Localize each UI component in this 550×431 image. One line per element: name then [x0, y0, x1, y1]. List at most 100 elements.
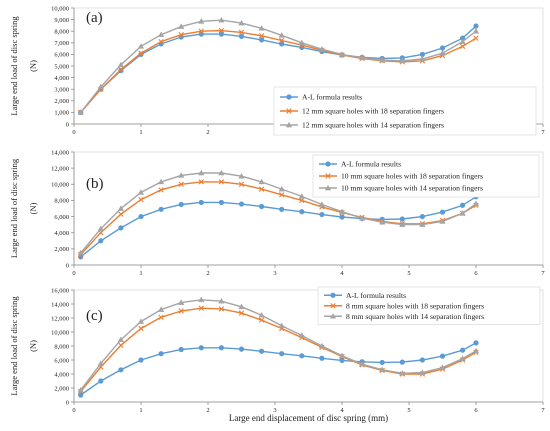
data-point: [138, 213, 144, 220]
data-point: [379, 359, 385, 366]
data-point: [238, 173, 245, 179]
legend-marker: [330, 292, 336, 298]
data-point: [399, 370, 406, 376]
data-point: [118, 68, 124, 74]
x-tick-label: 2: [206, 129, 209, 136]
legend-marker: [286, 108, 292, 114]
x-tick-label: 3: [273, 270, 276, 277]
y-tick-label: 0: [66, 399, 69, 406]
data-point: [473, 23, 479, 29]
data-point: [419, 213, 426, 220]
legend-marker: [325, 161, 331, 167]
y-axis-unit: (N): [28, 60, 38, 72]
data-point: [218, 16, 225, 23]
data-point: [439, 364, 446, 370]
data-point: [258, 186, 265, 192]
data-point: [238, 29, 245, 36]
legend-marker: [324, 184, 332, 191]
series-3: [77, 16, 480, 115]
y-tick-label: 3,000: [54, 87, 69, 94]
data-point: [473, 340, 479, 346]
series-1: [78, 194, 479, 260]
data-point: [198, 296, 205, 303]
data-point: [399, 216, 405, 222]
data-point: [258, 25, 265, 31]
legend-box: [317, 286, 541, 325]
data-point: [178, 172, 185, 178]
y-axis-label: Large end load of disc spring: [9, 16, 19, 116]
y-tick-label: 14,000: [51, 301, 69, 308]
data-point: [138, 196, 144, 203]
data-point: [117, 336, 125, 342]
x-tick-label: 1: [139, 407, 142, 414]
data-point: [238, 33, 245, 40]
data-point: [279, 41, 285, 47]
data-point: [77, 386, 84, 393]
data-point: [118, 342, 124, 348]
data-point: [238, 303, 245, 310]
data-point: [77, 109, 84, 115]
data-point: [198, 305, 204, 311]
data-point: [238, 310, 245, 316]
data-point: [472, 27, 480, 34]
legend-marker: [325, 173, 331, 179]
data-point: [178, 346, 184, 353]
data-point: [258, 317, 265, 323]
data-point: [157, 178, 165, 185]
data-point: [198, 345, 204, 351]
data-point: [138, 50, 144, 56]
data-point: [158, 206, 164, 212]
y-tick-label: 5,000: [54, 63, 69, 70]
x-tick-label: 0: [72, 270, 75, 277]
y-tick-label: 4,000: [54, 75, 69, 82]
legend-marker: [330, 303, 336, 309]
y-tick-label: 6,000: [54, 52, 69, 59]
legend-entry: 10 mm square holes with 18 separation fi…: [341, 172, 483, 181]
y-tick-label: 10,000: [51, 182, 69, 189]
legend-entry: 8 mm square holes with 14 separation fin…: [346, 312, 484, 321]
data-point: [137, 318, 145, 324]
legend-marker: [285, 121, 293, 128]
data-point: [279, 206, 285, 212]
data-point: [158, 38, 164, 45]
y-tick-label: 8,000: [54, 29, 69, 36]
data-point: [298, 332, 305, 338]
data-point: [198, 199, 204, 206]
y-tick-label: 7,000: [54, 40, 69, 47]
panel-label: (b): [86, 176, 104, 192]
x-tick-label: 5: [407, 270, 410, 277]
data-point: [399, 221, 406, 227]
data-point: [238, 181, 245, 187]
data-point: [278, 322, 285, 328]
data-point: [218, 297, 225, 304]
data-point: [439, 353, 446, 359]
data-point: [338, 51, 346, 57]
data-point: [258, 33, 265, 39]
data-point: [358, 360, 366, 367]
y-tick-label: 16,000: [51, 287, 69, 294]
x-tick-label: 7: [541, 270, 545, 277]
series-line: [80, 342, 477, 396]
data-point: [298, 39, 305, 46]
y-tick-label: 8,000: [54, 343, 69, 350]
data-point: [117, 61, 125, 68]
data-point: [459, 43, 466, 49]
chart-panel-3: 0 2,000 4,000 6,000 8,000 10,000 12,000 14,000 1…: [9, 286, 545, 423]
y-tick-label: 10,000: [51, 329, 69, 336]
y-axis-label: Large end load of disc spring: [9, 296, 19, 396]
data-point: [238, 346, 245, 352]
data-point: [460, 347, 466, 353]
data-point: [318, 45, 326, 52]
data-point: [178, 308, 184, 314]
data-point: [78, 392, 84, 398]
legend-entry: 10 mm square holes with 14 separation fi…: [341, 184, 483, 193]
y-tick-label: 6,000: [54, 214, 69, 221]
data-point: [279, 351, 285, 357]
data-point: [118, 66, 124, 73]
data-point: [319, 355, 325, 361]
x-tick-label: 7: [541, 129, 545, 136]
data-point: [419, 55, 426, 62]
x-tick-label: 6: [474, 270, 478, 277]
